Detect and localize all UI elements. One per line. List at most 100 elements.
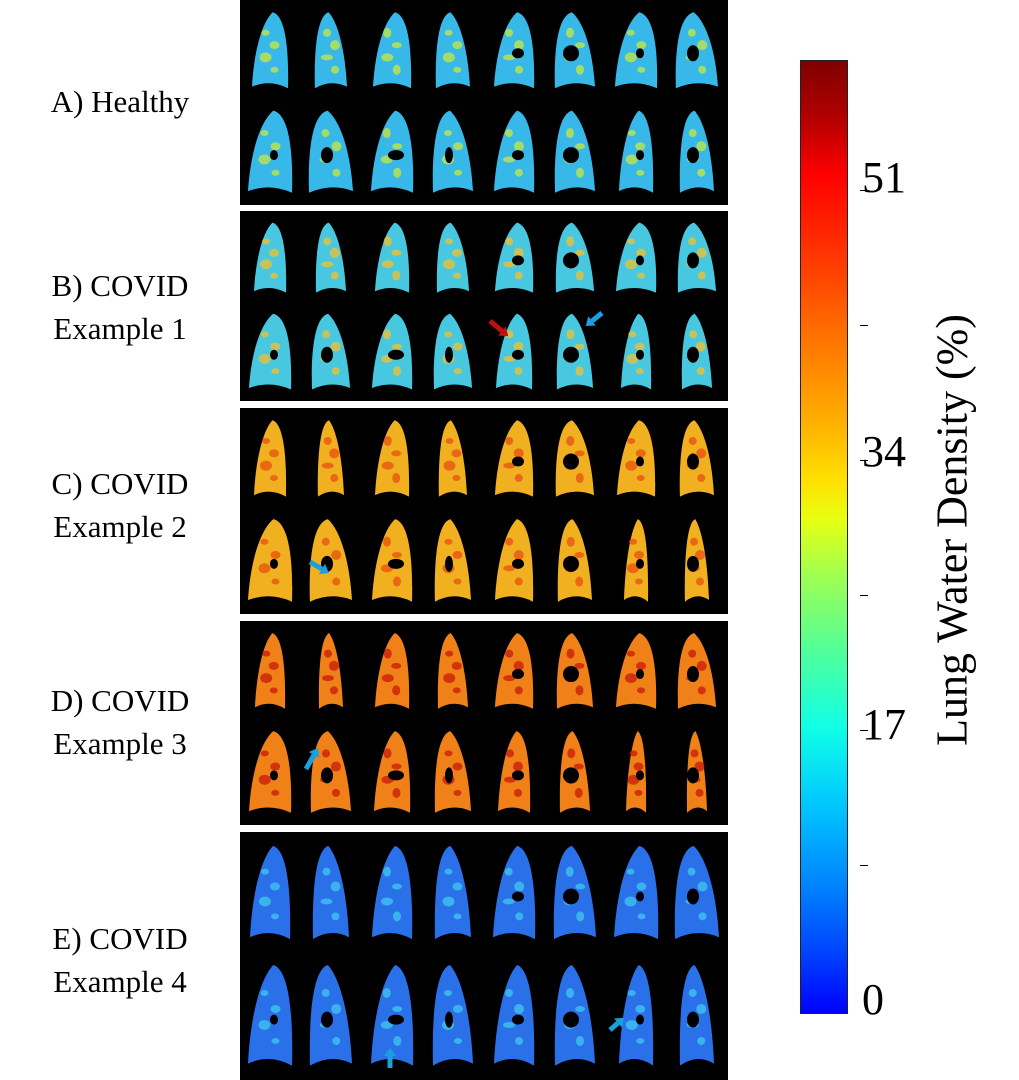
density-patch [635, 142, 646, 151]
density-patch [381, 53, 394, 62]
density-patch [687, 867, 696, 876]
density-patch [506, 749, 514, 758]
panel-covid-4-image [248, 845, 719, 1068]
lung-slice-shape [434, 845, 471, 940]
density-patch [504, 776, 516, 783]
density-patch [514, 141, 524, 152]
lung-slice-shape [432, 964, 473, 1066]
airway-void [636, 1014, 644, 1025]
airway-void [636, 891, 644, 902]
colorbar-tick-label-34: 34 [862, 427, 906, 476]
density-patch [452, 342, 463, 351]
density-patch [271, 1037, 280, 1044]
density-patch [452, 248, 462, 257]
density-patch [575, 270, 584, 281]
density-patch [566, 329, 575, 340]
density-patch [381, 897, 393, 906]
density-patch [321, 462, 334, 469]
density-patch [443, 673, 456, 684]
row-b-label-line2: Example 1 [53, 311, 187, 346]
lung-slice [493, 845, 536, 940]
density-patch [270, 762, 281, 771]
density-patch [575, 366, 584, 377]
density-patch [323, 237, 332, 246]
airway-void [563, 453, 579, 470]
density-patch [383, 866, 391, 877]
density-patch [331, 141, 342, 152]
density-patch [513, 341, 524, 352]
density-patch [271, 578, 280, 585]
lung-slice-shape [315, 222, 346, 293]
density-patch [445, 238, 453, 245]
lung-slice [555, 420, 594, 497]
density-patch [443, 259, 455, 270]
density-patch [505, 28, 513, 37]
row-label-a: A) Healthy [0, 80, 240, 123]
density-patch [697, 881, 708, 892]
density-patch [271, 789, 280, 796]
lung-slice [372, 519, 413, 602]
density-patch [452, 762, 463, 771]
panel-covid-2 [240, 408, 728, 614]
row-d-label-line1: D) COVID [50, 683, 190, 718]
density-patch [695, 788, 704, 797]
density-patch [330, 686, 338, 695]
density-patch [391, 763, 402, 770]
density-patch [628, 331, 637, 338]
lung-slice [677, 633, 716, 709]
lung-slice [496, 313, 533, 390]
colorbar [800, 60, 848, 1014]
density-patch [505, 649, 514, 658]
colorbar-tick-label-0: 0 [862, 975, 884, 1024]
density-patch [321, 537, 330, 546]
lung-slice [495, 420, 534, 497]
density-patch [270, 882, 280, 891]
density-patch [271, 169, 280, 176]
airway-void [636, 558, 644, 569]
density-patch [575, 883, 586, 890]
lung-slice [686, 731, 707, 813]
density-patch [574, 551, 585, 558]
density-patch [515, 912, 524, 921]
density-patch [330, 271, 339, 280]
density-patch [454, 1037, 462, 1044]
lung-slice [309, 519, 352, 602]
lung-slice [252, 12, 289, 89]
density-patch [383, 27, 392, 38]
density-patch [260, 331, 269, 338]
density-patch [696, 1003, 707, 1014]
lung-slice [317, 420, 344, 497]
density-patch [696, 577, 704, 586]
density-patch [322, 749, 330, 758]
panel-covid-3-image [249, 633, 716, 813]
density-patch [332, 168, 341, 177]
density-patch [271, 368, 280, 375]
density-patch [636, 882, 647, 891]
density-patch [635, 578, 643, 585]
density-patch [514, 367, 523, 376]
lung-slice [621, 313, 652, 390]
density-patch [332, 788, 340, 797]
airway-void [270, 770, 278, 781]
lung-slice [494, 964, 535, 1066]
density-patch [444, 868, 453, 875]
lung-slice-shape [621, 313, 652, 390]
density-patch [636, 661, 646, 670]
lung-slice [373, 12, 412, 89]
lung-slice [250, 845, 291, 940]
density-patch [444, 538, 453, 545]
lung-slice [553, 845, 596, 940]
lung-slice [436, 222, 469, 293]
density-patch [574, 249, 585, 256]
density-patch [270, 342, 281, 351]
airway-void [512, 150, 524, 161]
density-patch [260, 130, 269, 137]
lung-slice [248, 964, 293, 1066]
density-patch [383, 648, 392, 659]
density-patch [514, 40, 524, 51]
density-patch [514, 881, 525, 892]
lung-slice [495, 222, 534, 293]
colorbar-tick [860, 865, 868, 866]
airway-void [512, 255, 524, 266]
lung-slice [494, 12, 535, 89]
